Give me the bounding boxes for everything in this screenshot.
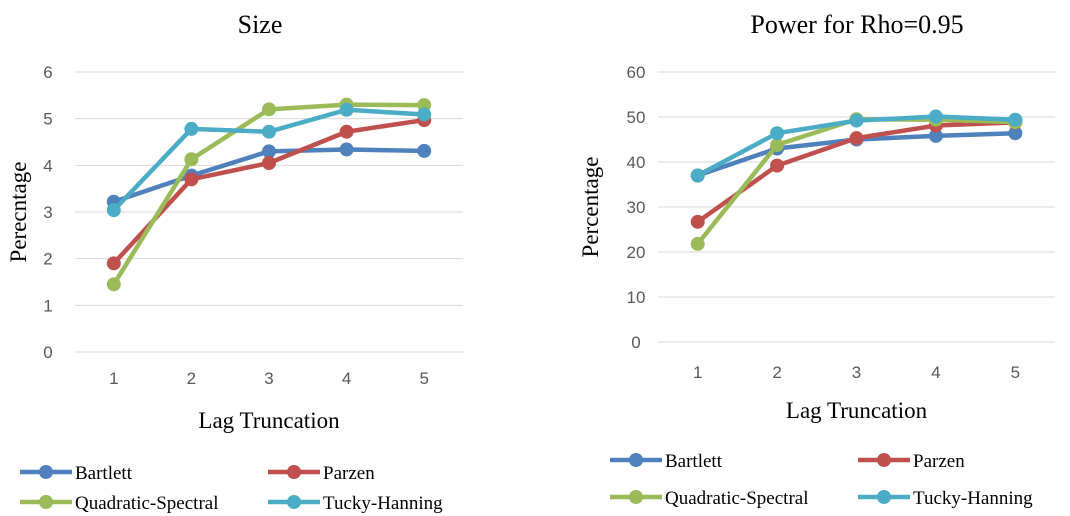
- legend-swatch-marker: [877, 453, 891, 467]
- x-tick-label: 1: [693, 363, 702, 382]
- data-point: [262, 156, 276, 170]
- series-bartlett: [106, 142, 432, 209]
- data-point: [262, 144, 276, 159]
- data-point: [849, 131, 864, 146]
- legend-label: Parzen: [913, 451, 965, 472]
- legend-label: Tucky-Hanning: [913, 488, 1033, 509]
- y-tick-label: 0: [631, 333, 640, 352]
- data-point: [106, 277, 121, 292]
- data-point: [417, 107, 432, 122]
- y-tick-label: 4: [43, 156, 52, 175]
- x-axis-label: Lag Truncation: [786, 398, 928, 423]
- x-tick-label: 4: [342, 369, 351, 388]
- data-point: [770, 137, 785, 152]
- data-point: [262, 124, 276, 139]
- x-tick-label: 4: [931, 363, 940, 382]
- data-point: [928, 128, 943, 143]
- x-axis-label: Lag Truncation: [198, 408, 340, 433]
- x-tick-label: 2: [772, 363, 781, 382]
- legend-item: Parzen: [858, 451, 965, 472]
- y-axis-label: Perecntage: [6, 162, 31, 263]
- legend-label: Bartlett: [75, 463, 133, 484]
- data-point: [184, 152, 199, 167]
- chart-1: Size 0 1 2 3 4 5 6 1 2 3 4 5 Lag Truncation Perecntage…: [6, 10, 463, 514]
- data-point: [339, 102, 354, 117]
- data-point: [1008, 112, 1023, 127]
- y-tick-label: 60: [627, 63, 646, 82]
- series-tucky-hanning: [106, 102, 432, 218]
- data-point: [262, 102, 276, 117]
- x-tick-label: 1: [109, 369, 118, 388]
- legend-label: Quadratic-Spectral: [665, 488, 808, 509]
- y-tick-label: 1: [43, 296, 52, 315]
- legend-swatch-marker: [629, 453, 643, 467]
- legend-label: Bartlett: [665, 451, 723, 472]
- legend-item: Parzen: [268, 463, 375, 484]
- legend-label: Tucky-Hanning: [323, 493, 443, 514]
- data-point: [339, 124, 354, 139]
- data-point: [106, 256, 121, 271]
- legend-label: Parzen: [323, 463, 375, 484]
- data-point: [928, 109, 943, 124]
- legend-swatch-marker: [287, 495, 301, 509]
- legend-swatch-marker: [39, 465, 53, 479]
- legend-item: Bartlett: [20, 463, 133, 484]
- y-tick-label: 30: [627, 198, 646, 217]
- chart-title: Power for Rho=0.95: [750, 10, 963, 39]
- legend-item: Quadratic-Spectral: [20, 493, 218, 514]
- x-tick-label: 5: [1011, 363, 1020, 382]
- data-point: [849, 113, 864, 128]
- data-point: [184, 121, 199, 136]
- series-tucky-hanning: [690, 109, 1023, 183]
- data-point: [106, 203, 121, 218]
- legend-item: Quadratic-Spectral: [610, 488, 808, 509]
- data-point: [184, 172, 199, 187]
- legend-swatch-marker: [287, 465, 301, 479]
- data-point: [690, 214, 705, 229]
- legend-item: Tucky-Hanning: [858, 488, 1033, 509]
- data-point: [690, 168, 705, 183]
- y-tick-label: 5: [43, 110, 52, 129]
- data-point: [1008, 126, 1023, 141]
- y-tick-label: 2: [43, 250, 52, 269]
- data-point: [770, 158, 785, 173]
- y-tick-label: 10: [627, 288, 646, 307]
- y-tick-label: 0: [43, 343, 52, 362]
- y-tick-label: 40: [627, 153, 646, 172]
- y-tick-label: 20: [627, 243, 646, 262]
- chart-2: Power for Rho=0.95 0 10 20 30 40 50 60 1 2 3 4 5 Lag …: [578, 10, 1055, 509]
- y-tick-label: 6: [43, 63, 52, 82]
- x-tick-label: 5: [419, 369, 428, 388]
- x-tick-label: 3: [264, 369, 273, 388]
- legend-swatch-marker: [629, 490, 643, 504]
- y-tick-label: 3: [43, 203, 52, 222]
- y-axis-label: Percentage: [578, 157, 603, 258]
- x-tick-label: 3: [852, 363, 861, 382]
- series-line: [111, 117, 427, 266]
- legend-label: Quadratic-Spectral: [75, 493, 218, 514]
- data-point: [417, 143, 432, 158]
- chart-title: Size: [238, 10, 283, 39]
- x-tick-label: 2: [187, 369, 196, 388]
- data-point: [770, 126, 785, 141]
- legend-swatch-marker: [39, 495, 53, 509]
- legend-swatch-marker: [877, 490, 891, 504]
- y-tick-label: 50: [627, 108, 646, 127]
- data-point: [339, 142, 354, 157]
- data-point: [690, 236, 705, 251]
- legend-item: Tucky-Hanning: [268, 493, 443, 514]
- legend-item: Bartlett: [610, 451, 723, 472]
